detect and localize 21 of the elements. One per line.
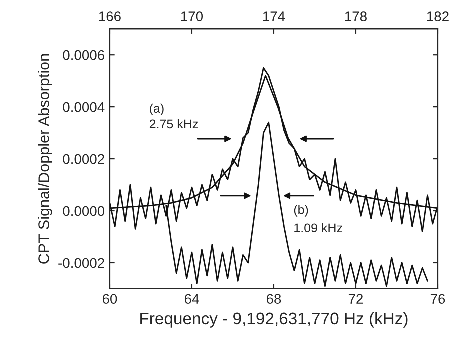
x2-tick-label: 178 — [345, 12, 367, 22]
x2-tick-label: 166 — [99, 12, 121, 22]
annotation: (b) — [294, 205, 308, 217]
y-tick-label: 0.0004 — [63, 102, 105, 112]
annotation: 2.75 kHz — [150, 119, 198, 129]
x-tick-label: 72 — [348, 294, 363, 304]
y-tick-label: 0.0002 — [63, 154, 104, 164]
annotation: (a) — [150, 104, 164, 116]
x-tick-label: 68 — [266, 294, 282, 304]
x2-tick-label: 174 — [263, 12, 286, 22]
annotation: 1.09 kHz — [294, 223, 342, 233]
x-tick-label: 64 — [184, 294, 200, 304]
y-tick-label: 0.0000 — [63, 206, 105, 216]
y-tick-label: -0.0002 — [58, 258, 104, 268]
x2-tick-label: 170 — [181, 12, 204, 22]
x-axis-title: Frequency - 9,192,631,770 Hz (kHz) — [140, 312, 408, 328]
y-tick-label: 0.0006 — [63, 50, 104, 60]
y-axis-title: CPT Signal/Doppler Absorption — [38, 54, 52, 264]
x-tick-label: 76 — [430, 294, 446, 304]
x-tick-label: 60 — [102, 294, 118, 304]
x2-tick-label: 182 — [427, 12, 449, 22]
